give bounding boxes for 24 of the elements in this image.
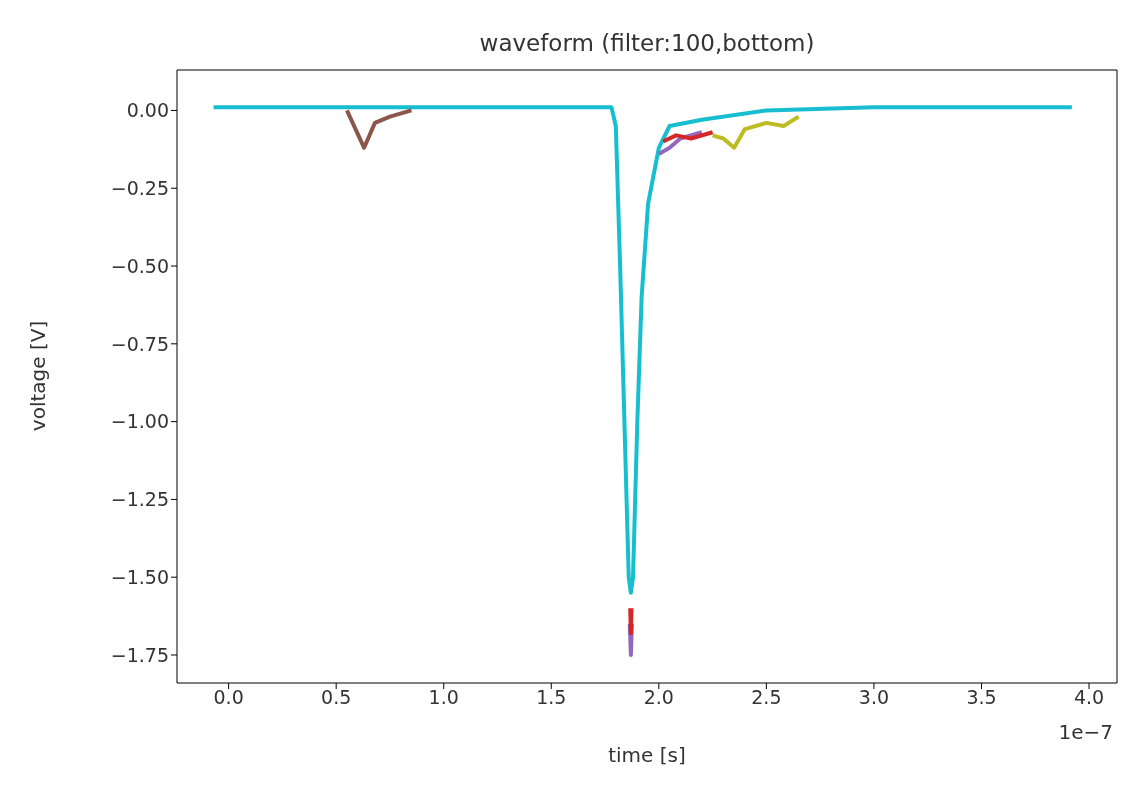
y-tick-label: −1.25 [110, 488, 169, 511]
x-tick-label: 0.0 [213, 686, 244, 709]
line-series [710, 114, 801, 150]
y-tick-label: −1.75 [110, 643, 169, 666]
y-tick-label: −1.00 [110, 410, 169, 433]
y-tick-label: −0.75 [110, 332, 169, 355]
x-tick-label: 2.0 [643, 686, 674, 709]
x-tick-label: 3.5 [966, 686, 997, 709]
x-tick-label: 1.5 [536, 686, 567, 709]
y-tick-label: 0.00 [126, 99, 169, 122]
y-tick-label: −0.50 [110, 254, 169, 277]
line-series [211, 105, 1074, 595]
x-tick-label: 4.0 [1073, 686, 1105, 709]
x-axis-title: time [s] [607, 743, 687, 767]
x-tick-label: 3.0 [858, 686, 890, 709]
x-tick-label: 0.5 [321, 686, 352, 709]
line-series [344, 108, 414, 150]
text: 1e−7 [1058, 720, 1113, 744]
y-axis-title: voltage [V] [26, 320, 50, 432]
y-tick-label: −1.50 [110, 565, 169, 588]
x-tick-label: 2.5 [751, 686, 782, 709]
chart-title: waveform (filter:100,bottom) [478, 30, 816, 56]
x-tick-label: 1.0 [428, 686, 459, 709]
y-tick-label: −0.25 [110, 176, 169, 199]
